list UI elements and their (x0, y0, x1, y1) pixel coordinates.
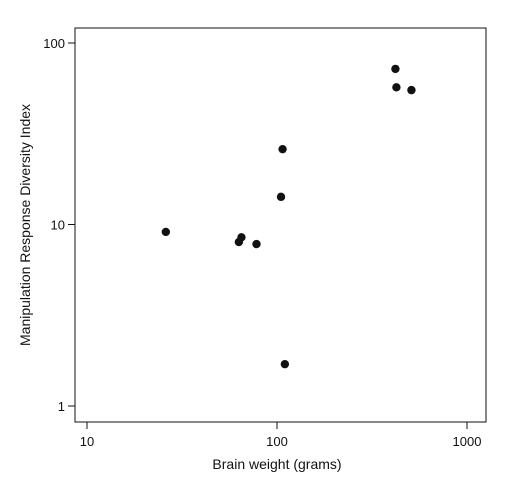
x-tick-label: 1000 (453, 434, 482, 449)
data-points (161, 64, 416, 369)
y-tick-label: 10 (51, 218, 65, 233)
data-point (161, 227, 171, 237)
y-tick-label: 1 (58, 399, 65, 414)
data-point (392, 83, 401, 92)
data-point (237, 233, 246, 242)
data-point (391, 64, 400, 74)
y-axis-label: Manipulation Response Diversity Index (17, 104, 33, 346)
x-tick-label: 10 (80, 434, 94, 449)
plot-frame (74, 27, 487, 423)
x-axis-label: Brain weight (grams) (212, 456, 341, 472)
data-point (278, 144, 287, 154)
data-point (407, 85, 416, 95)
y-tick-label: 100 (43, 36, 65, 51)
data-point (280, 359, 290, 369)
data-point (252, 239, 261, 249)
x-tick-label: 100 (266, 434, 288, 449)
y-axis-ticks: 1 10 100 (43, 36, 75, 414)
x-axis-ticks: 10 100 1000 (80, 422, 482, 449)
data-point (276, 192, 286, 202)
